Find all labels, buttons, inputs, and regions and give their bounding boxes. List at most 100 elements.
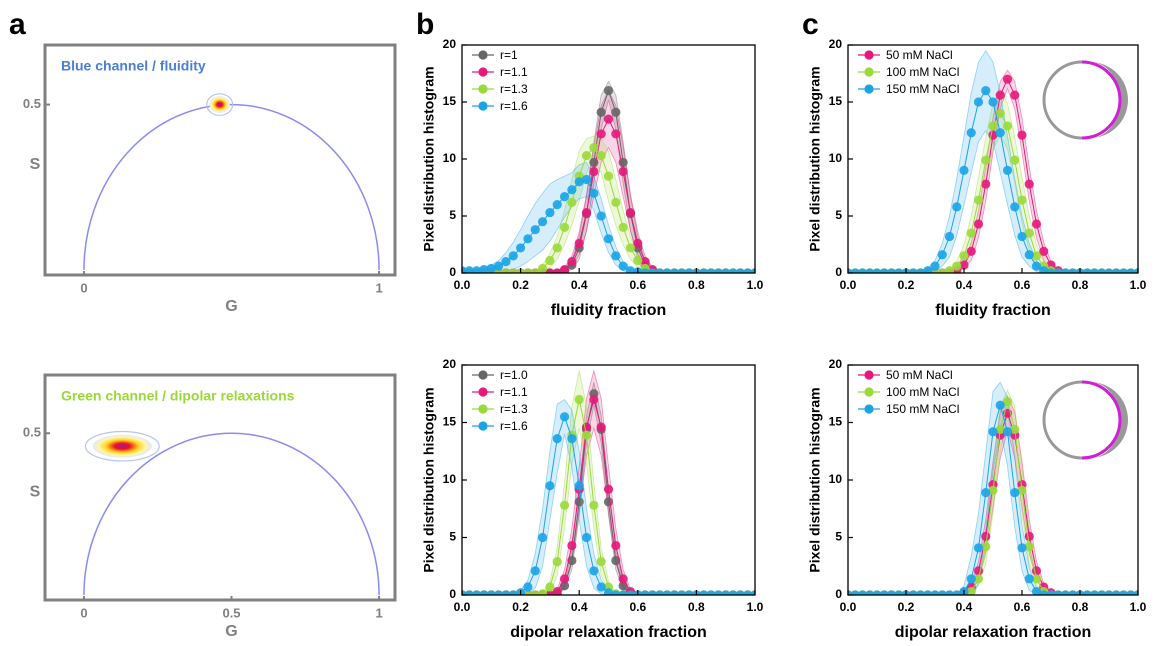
data-point xyxy=(625,243,636,253)
legend-label: r=1.3 xyxy=(500,82,528,96)
data-point xyxy=(743,590,753,595)
y-tick-label: 15 xyxy=(829,415,843,429)
data-point xyxy=(973,543,984,553)
data-point xyxy=(1031,219,1042,229)
data-point xyxy=(721,590,731,595)
legend-label: 50 mM NaCl xyxy=(886,48,953,62)
data-point xyxy=(640,257,650,267)
data-point xyxy=(1068,268,1078,273)
data-point xyxy=(523,234,533,244)
data-point xyxy=(508,268,518,273)
data-point xyxy=(728,590,738,595)
data-point xyxy=(1024,228,1034,238)
data-point xyxy=(603,234,614,244)
y-tick-label: 5 xyxy=(449,530,456,544)
x-tick-label: 0.2 xyxy=(512,278,529,292)
x-axis-label: G xyxy=(225,298,237,315)
x-tick-label: 0.8 xyxy=(1072,600,1089,614)
y-tick-label: 0.5 xyxy=(23,425,41,440)
data-point xyxy=(1031,566,1042,576)
data-point xyxy=(981,155,991,165)
data-point xyxy=(618,166,628,177)
data-point xyxy=(1010,424,1020,434)
y-tick-label: 0.5 xyxy=(23,96,41,111)
x-tick-label: 0.2 xyxy=(898,278,915,292)
x-tick-label: 0.6 xyxy=(1014,278,1031,292)
panel-title: Green channel / dipolar relaxations xyxy=(61,388,295,404)
data-point xyxy=(995,128,1005,138)
data-point xyxy=(1133,590,1138,595)
data-point xyxy=(699,268,709,273)
y-tick-label: 5 xyxy=(449,208,456,222)
data-point xyxy=(581,532,592,543)
data-point xyxy=(872,590,882,595)
data-point xyxy=(930,261,940,271)
data-point xyxy=(713,268,723,273)
data-point xyxy=(596,107,606,117)
data-point xyxy=(552,243,562,253)
x-tick-label: 0.0 xyxy=(840,278,857,292)
data-point xyxy=(1068,590,1078,595)
data-point xyxy=(596,211,606,221)
data-point xyxy=(589,500,599,510)
data-point xyxy=(1118,268,1129,273)
data-point xyxy=(1031,586,1042,595)
data-point xyxy=(552,434,562,444)
data-point xyxy=(611,251,621,261)
data-point xyxy=(640,590,650,595)
data-point xyxy=(1133,268,1138,273)
data-point xyxy=(516,243,526,253)
data-point xyxy=(981,531,991,541)
data-point xyxy=(552,557,562,567)
data-point xyxy=(1082,268,1092,273)
x-tick-label: 0.0 xyxy=(840,600,857,614)
x-tick-label: 0.8 xyxy=(688,600,705,614)
data-point xyxy=(662,590,672,595)
data-point xyxy=(850,590,860,595)
data-point xyxy=(1024,250,1034,260)
x-tick-label: 0.6 xyxy=(629,600,646,614)
x-axis-label: dipolar relaxation fraction xyxy=(510,624,706,641)
cluster-contour xyxy=(84,430,160,462)
data-point xyxy=(865,268,875,273)
data-point xyxy=(995,108,1005,118)
legend-marker xyxy=(864,50,874,60)
data-point xyxy=(603,171,614,181)
data-point xyxy=(981,86,991,96)
data-point xyxy=(995,400,1005,410)
data-point xyxy=(559,574,570,584)
data-point xyxy=(879,590,889,595)
data-point xyxy=(706,268,716,273)
data-point xyxy=(988,121,998,131)
cluster-contour xyxy=(206,93,234,116)
data-point xyxy=(1017,543,1027,553)
data-point xyxy=(574,394,584,405)
y-tick-label: 10 xyxy=(829,472,843,486)
data-point xyxy=(728,268,738,273)
x-tick-label: 1.0 xyxy=(747,600,764,614)
data-point xyxy=(523,268,533,273)
data-point xyxy=(1046,590,1056,595)
data-point xyxy=(1017,485,1027,495)
data-point xyxy=(952,202,962,212)
data-point xyxy=(735,590,745,595)
legend-label: 100 mM NaCl xyxy=(886,65,959,79)
plot-area xyxy=(848,49,1138,273)
legend-label: r=1.1 xyxy=(500,65,528,79)
x-tick-label: 0.6 xyxy=(1014,600,1031,614)
data-point xyxy=(494,590,504,595)
x-tick-label: 0.4 xyxy=(571,600,588,614)
data-point xyxy=(872,268,882,273)
y-axis-label: Pixel distribution histogram xyxy=(807,66,823,251)
data-point xyxy=(944,590,955,595)
data-point xyxy=(1111,268,1121,273)
data-point xyxy=(596,150,606,161)
universal-circle xyxy=(83,104,380,271)
cluster-density xyxy=(92,434,152,458)
data-point xyxy=(1039,590,1049,595)
data-point xyxy=(886,268,897,273)
data-point xyxy=(1118,590,1129,595)
data-point xyxy=(995,90,1005,100)
plot-frame xyxy=(43,43,397,277)
data-point xyxy=(523,582,533,592)
